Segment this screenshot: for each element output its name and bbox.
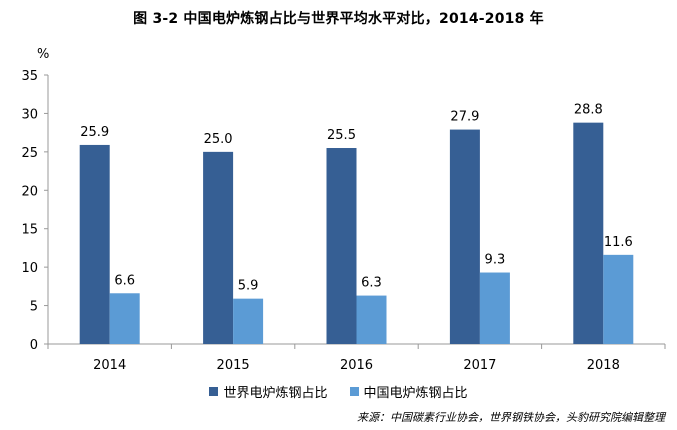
bar-world xyxy=(203,151,234,344)
data-label: 28.8 xyxy=(574,103,603,118)
data-label: 6.3 xyxy=(361,276,382,291)
data-label: 25.5 xyxy=(327,128,356,143)
bar-china xyxy=(479,272,510,344)
bar-china xyxy=(356,295,387,344)
data-label: 5.9 xyxy=(238,279,259,294)
data-label: 27.9 xyxy=(450,110,479,125)
y-tick-label: 0 xyxy=(30,338,38,353)
bar-china xyxy=(603,254,634,344)
data-label: 9.3 xyxy=(485,253,506,268)
legend: 世界电炉炼钢占比 中国电炉炼钢占比 xyxy=(0,382,677,401)
x-tick-label: 2016 xyxy=(340,358,373,373)
y-tick-label: 35 xyxy=(21,69,38,84)
y-axis-unit-label: % xyxy=(37,47,50,62)
y-tick-label: 30 xyxy=(21,107,38,122)
legend-label-world: 世界电炉炼钢占比 xyxy=(223,386,328,401)
bar-china xyxy=(109,293,140,344)
y-tick-label: 20 xyxy=(21,184,38,199)
source-note: 来源：中国碳素行业协会，世界钢铁协会，头豹研究院编辑整理 xyxy=(357,411,665,424)
data-label: 6.6 xyxy=(114,273,135,288)
y-tick-label: 15 xyxy=(21,223,38,238)
data-label: 25.9 xyxy=(80,125,109,140)
data-label: 11.6 xyxy=(604,235,633,250)
bar-world xyxy=(79,144,110,344)
legend-item-world: 世界电炉炼钢占比 xyxy=(209,382,328,401)
bar-china xyxy=(233,298,264,344)
chart-title: 图 3-2 中国电炉炼钢占比与世界平均水平对比，2014-2018 年 xyxy=(133,11,544,27)
x-tick-label: 2018 xyxy=(587,358,620,373)
bar-world xyxy=(573,122,604,344)
data-label: 25.0 xyxy=(204,132,233,147)
x-tick-label: 2017 xyxy=(463,358,496,373)
legend-swatch-world xyxy=(209,387,219,396)
legend-item-china: 中国电炉炼钢占比 xyxy=(349,382,468,401)
bar-world xyxy=(326,148,357,344)
bar-world xyxy=(449,129,480,344)
legend-swatch-china xyxy=(349,387,359,396)
y-tick-label: 10 xyxy=(21,261,38,276)
x-tick-label: 2014 xyxy=(93,358,126,373)
legend-label-china: 中国电炉炼钢占比 xyxy=(363,386,468,401)
x-tick-label: 2015 xyxy=(217,358,250,373)
y-tick-label: 5 xyxy=(30,300,38,315)
y-tick-label: 25 xyxy=(21,146,38,161)
